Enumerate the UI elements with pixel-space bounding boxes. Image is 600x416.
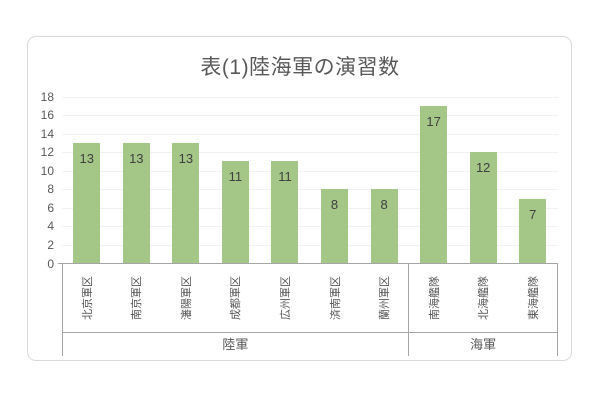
- y-tick-label: 12: [40, 145, 54, 160]
- y-tick-label: 16: [40, 108, 54, 123]
- y-tick-label: 14: [40, 126, 54, 141]
- category-label: 広州軍区: [260, 265, 310, 331]
- y-tick-label: 4: [47, 219, 54, 234]
- category-label-text: 南京軍区: [131, 275, 144, 320]
- bar-value-label: 13: [178, 150, 194, 166]
- y-tick-label: 18: [40, 89, 54, 104]
- category-label-text: 蘭州軍区: [379, 275, 392, 320]
- gridline: [62, 152, 558, 154]
- category-label: 南京軍区: [112, 265, 162, 331]
- category-label-text: 広州軍区: [279, 275, 292, 320]
- category-label: 北京軍区: [62, 265, 112, 331]
- gridline: [62, 115, 558, 117]
- y-tick-label: 0: [47, 256, 54, 271]
- bar-value-label: 11: [278, 169, 292, 185]
- bar-value-label: 7: [529, 206, 537, 222]
- bar-value-label: 17: [426, 113, 441, 129]
- bar: 12: [469, 152, 497, 264]
- gridline: [62, 244, 558, 246]
- y-tick-label: 8: [47, 182, 54, 197]
- group-divider: [557, 263, 558, 356]
- group-divider: [61, 263, 63, 356]
- bar: 7: [519, 198, 547, 264]
- bar-value-label: 13: [129, 150, 144, 166]
- category-label-text: 済南軍区: [329, 275, 342, 320]
- gridline: [62, 189, 558, 191]
- y-tick-label: 6: [47, 200, 54, 215]
- category-label-text: 成都軍区: [230, 275, 243, 320]
- chart-title: 表(1)陸海軍の演習数: [200, 56, 400, 79]
- bar: 11: [271, 161, 299, 264]
- axis-level-separator: [62, 331, 558, 333]
- group-divider: [408, 263, 410, 356]
- category-label: 蘭州軍区: [359, 265, 409, 331]
- bar: 13: [122, 142, 150, 264]
- category-label-text: 北海艦隊: [478, 275, 491, 320]
- group-label: 陸軍: [222, 336, 249, 352]
- category-label: 北海艦隊: [458, 265, 508, 331]
- y-tick-label: 2: [47, 237, 54, 252]
- x-axis-line: [58, 263, 558, 264]
- category-label: 済南軍区: [310, 265, 360, 331]
- category-label: 成都軍区: [211, 265, 261, 331]
- bar-value-label: 11: [228, 169, 243, 185]
- group-label: 海軍: [470, 336, 497, 352]
- category-label: 東海艦隊: [508, 265, 558, 331]
- gridline: [62, 207, 558, 209]
- category-label-text: 南海艦隊: [428, 275, 441, 320]
- bar-value-label: 12: [475, 160, 491, 176]
- gridline: [62, 96, 558, 98]
- bar: 17: [420, 105, 448, 264]
- category-label: 瀋陽軍区: [161, 265, 211, 331]
- bar: 8: [370, 189, 398, 264]
- bar-value-label: 8: [380, 197, 388, 213]
- category-label-text: 瀋陽軍区: [180, 275, 193, 320]
- gridline: [62, 133, 558, 135]
- category-label-text: 東海艦隊: [527, 275, 540, 320]
- category-label-text: 北京軍区: [81, 275, 94, 320]
- gridline: [62, 226, 558, 228]
- bar: 8: [321, 189, 349, 264]
- bar-value-label: 8: [330, 197, 339, 213]
- bar-value-label: 13: [79, 150, 94, 166]
- bar: 13: [73, 142, 101, 264]
- bar: 11: [221, 161, 249, 264]
- gridline: [62, 170, 558, 172]
- bar: 13: [172, 142, 200, 264]
- y-tick-label: 10: [40, 163, 54, 178]
- category-label: 南海艦隊: [409, 265, 459, 331]
